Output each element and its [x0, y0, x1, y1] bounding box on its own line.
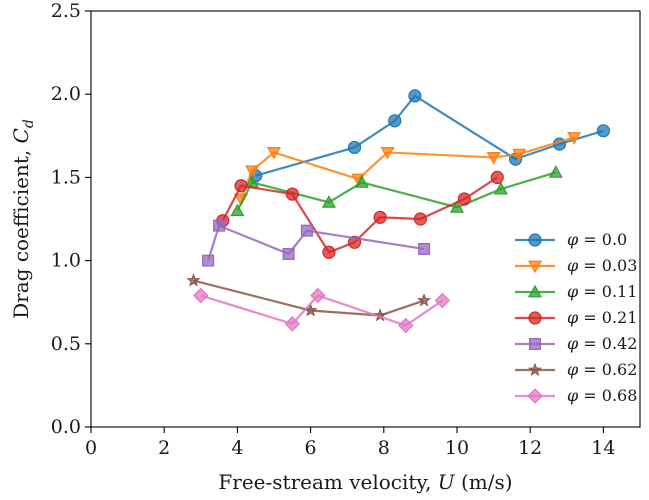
- data-point: [457, 192, 471, 206]
- data-point: [373, 210, 387, 224]
- data-point: [449, 200, 465, 213]
- data-point: [202, 254, 215, 267]
- y-tick-label: 1.0: [51, 250, 81, 272]
- data-point: [408, 89, 422, 103]
- data-point: [266, 147, 282, 160]
- data-point: [490, 170, 504, 184]
- y-tick-label: 0.0: [51, 416, 81, 438]
- data-point: [230, 203, 245, 217]
- legend-entry: φ = 0.68: [515, 386, 637, 405]
- legend-label: φ = 0.68: [567, 386, 637, 405]
- data-point: [282, 247, 295, 260]
- legend-entry: φ = 0.21: [515, 308, 637, 327]
- data-point: [398, 317, 414, 334]
- axis-ticks: 0 2 4 6 8 10 12 14 0.0 0.5 1.0 1.5 2.0 2.5: [51, 0, 616, 459]
- data-point: [567, 132, 582, 145]
- data-point: [285, 187, 299, 201]
- legend: φ = 0.0 φ = 0.03 φ = 0.11 φ = 0.21 φ = 0.42 φ…: [515, 230, 637, 405]
- data-point: [434, 292, 451, 309]
- data-point: [193, 287, 209, 304]
- y-axis-label: Drag coefficient, Cd: [9, 119, 37, 319]
- series-0-62: [186, 273, 432, 322]
- data-point: [354, 175, 369, 188]
- data-point: [380, 147, 395, 160]
- legend-marker: [528, 233, 542, 247]
- legend-marker: [528, 311, 542, 325]
- legend-marker: [527, 388, 543, 404]
- x-tick-label: 8: [378, 437, 390, 459]
- legend-marker: [527, 284, 543, 298]
- legend-marker: [527, 362, 543, 376]
- y-tick-label: 0.5: [51, 333, 81, 355]
- series-0-11: [230, 165, 563, 217]
- series-line: [236, 171, 557, 212]
- legend-marker: [528, 338, 541, 351]
- data-point: [310, 287, 326, 304]
- x-tick-label: 10: [445, 437, 469, 459]
- x-tick-label: 0: [85, 437, 97, 459]
- series-0-21: [216, 170, 504, 259]
- data-point: [548, 165, 563, 178]
- legend-label: φ = 0.11: [567, 282, 637, 301]
- legend-label: φ = 0.03: [567, 256, 637, 275]
- legend-label: φ = 0.0: [567, 230, 627, 249]
- x-tick-label: 12: [518, 437, 542, 459]
- series-0-68: [193, 287, 451, 334]
- legend-label: φ = 0.42: [567, 334, 637, 353]
- axes-frame: [90, 10, 641, 428]
- data-point: [512, 148, 527, 162]
- data-point: [300, 224, 313, 237]
- legend-entry: φ = 0.11: [515, 282, 637, 301]
- data-point: [213, 219, 226, 232]
- x-tick-label: 4: [231, 437, 243, 459]
- data-point: [388, 114, 402, 128]
- data-point: [413, 212, 427, 226]
- data-point: [321, 195, 336, 208]
- legend-label: φ = 0.62: [567, 360, 637, 379]
- x-tick-label: 2: [158, 437, 170, 459]
- data-point: [418, 242, 431, 255]
- legend-entry: φ = 0.0: [515, 230, 627, 249]
- data-point: [493, 181, 508, 195]
- data-point: [186, 273, 201, 287]
- legend-entry: φ = 0.62: [515, 360, 637, 379]
- data-point: [284, 316, 301, 332]
- legend-entry: φ = 0.03: [515, 256, 637, 275]
- plot-series: [186, 89, 611, 334]
- data-point: [596, 124, 611, 138]
- y-tick-label: 2.0: [51, 83, 81, 105]
- legend-label: φ = 0.21: [567, 308, 637, 327]
- legend-entry: φ = 0.42: [515, 334, 637, 353]
- x-tick-label: 6: [305, 437, 317, 459]
- data-point: [347, 140, 362, 155]
- data-point: [486, 152, 501, 165]
- series-0-42: [202, 219, 431, 267]
- data-point: [245, 165, 260, 178]
- x-axis-label: Free-stream velocity, U (m/s): [218, 470, 512, 494]
- data-point: [417, 293, 432, 307]
- legend-marker: [527, 260, 543, 274]
- data-point: [234, 179, 248, 193]
- data-point: [322, 245, 336, 259]
- x-tick-label: 14: [591, 437, 615, 459]
- y-tick-label: 1.5: [51, 166, 81, 188]
- series-line: [193, 279, 425, 317]
- y-tick-label: 2.5: [51, 0, 81, 22]
